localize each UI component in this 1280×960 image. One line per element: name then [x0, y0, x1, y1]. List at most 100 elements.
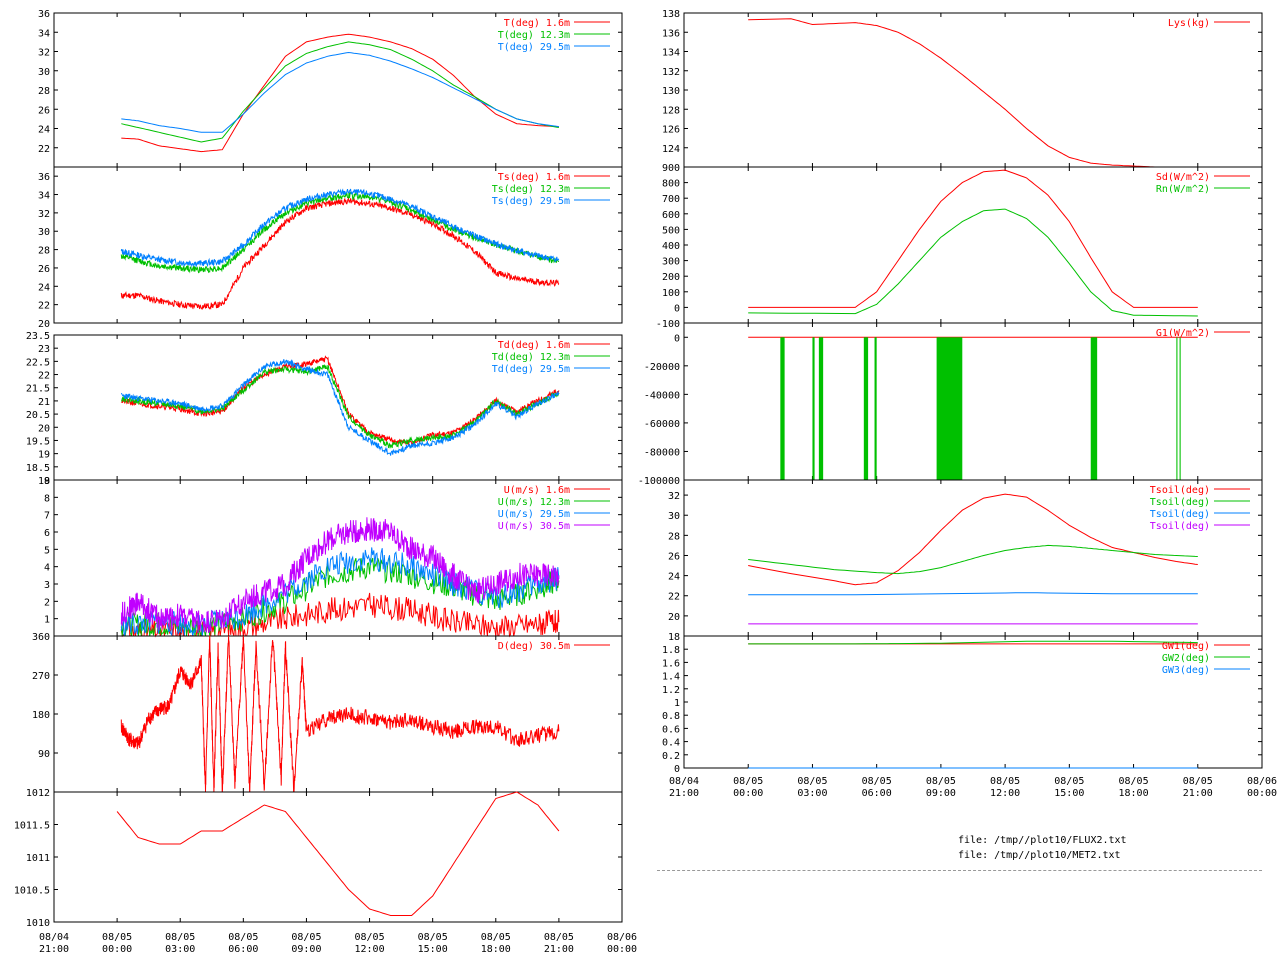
chart-ground-water: 0 0.2 0.4 0.6 0.8 1 1.2 1.4 1.6 1.8 GW1(deg)GW2(de…	[662, 635, 1263, 775]
y-tick-label: 32	[668, 491, 680, 502]
x-tick-time: 09:00	[926, 788, 956, 799]
y-tick-label: 0.8	[662, 711, 680, 722]
y-tick-label: 132	[662, 67, 680, 78]
x-tick-time: 00:00	[102, 944, 132, 955]
legend-label: U(m/s) 29.5m	[498, 509, 570, 520]
chart-soil-temp: 1820222426283032Tsoil(deg)Tsoil(deg)Tsoi…	[668, 479, 1263, 643]
chart-soil-heat: -100000 -80000 -60000 -40000 -20000 0 G1(W/m^2…	[638, 322, 1263, 487]
y-tick-label: 700	[662, 194, 680, 205]
series-line	[121, 51, 559, 133]
y-tick-label: 0	[674, 333, 680, 344]
y-tick-label: 100	[662, 288, 680, 299]
y-tick-label: 400	[662, 241, 680, 252]
y-tick-label: -100000	[638, 476, 680, 487]
divider	[657, 870, 1262, 871]
y-tick-label: 134	[662, 48, 680, 59]
chart-dew-point: 18 18.5 19 19.5 20 20.5 21 21.5 22 22.5 23 23.5 Td(d…	[26, 331, 623, 487]
x-tick-time: 06:00	[228, 944, 258, 955]
y-tick-label: 300	[662, 257, 680, 268]
y-tick-label: 26	[38, 264, 50, 275]
y-tick-label: 19.5	[26, 436, 50, 447]
legend-label: G1(W/m^2)	[1156, 328, 1210, 339]
y-tick-label: 36	[38, 9, 50, 20]
series-line	[748, 18, 1198, 168]
x-tick-time: 09:00	[291, 944, 321, 955]
y-tick-label: 0.4	[662, 738, 680, 749]
y-tick-label: 270	[32, 671, 50, 682]
x-tick-date: 08/05	[1119, 776, 1149, 787]
legend-label: Tsoil(deg)	[1150, 509, 1210, 520]
chart-rain-gauge: 124 126 128 130 132 134 136 138 Lys(kg)	[662, 9, 1263, 168]
y-tick-label: 6	[44, 528, 50, 539]
x-tick-date: 08/05	[355, 932, 385, 943]
y-tick-label: -100	[656, 319, 680, 330]
x-tick-time: 00:00	[1247, 788, 1277, 799]
y-tick-label: 1.2	[662, 685, 680, 696]
y-tick-label: 1.6	[662, 658, 680, 669]
y-tick-label: 0.6	[662, 724, 680, 735]
x-tick-date: 08/05	[165, 932, 195, 943]
y-tick-label: 126	[662, 125, 680, 136]
y-tick-label: 22	[38, 144, 50, 155]
y-tick-label: 0.2	[662, 751, 680, 762]
legend-label: Rn(W/m^2)	[1156, 184, 1210, 195]
y-tick-label: 90	[38, 749, 50, 760]
legend-label: T(deg) 1.6m	[504, 18, 570, 29]
series-line	[748, 544, 1198, 575]
series-line	[748, 640, 1198, 645]
series-line	[748, 592, 1198, 596]
x-tick-date: 08/05	[102, 932, 132, 943]
y-tick-label: 1	[44, 615, 50, 626]
legend-label: Ts(deg) 29.5m	[492, 196, 570, 207]
legend-label: Tsoil(deg)	[1150, 497, 1210, 508]
legend-label: Tsoil(deg)	[1150, 521, 1210, 532]
plot-frame	[683, 322, 1263, 481]
plot-frame	[53, 791, 623, 923]
x-tick-date: 08/05	[481, 932, 511, 943]
chart-air-temp: 22 24 26 28 30 32 34 36 T(deg) 1.6mT(deg) 12.3mT…	[38, 9, 623, 168]
y-tick-label: 600	[662, 210, 680, 221]
y-tick-label: 24	[38, 125, 50, 136]
y-tick-label: 24	[668, 572, 680, 583]
y-tick-label: 1	[674, 698, 680, 709]
legend-label: Ts(deg) 1.6m	[498, 172, 570, 183]
x-tick-time: 18:00	[481, 944, 511, 955]
footer-file1: file: /tmp//plot10/FLUX2.txt	[958, 835, 1127, 846]
y-tick-label: 124	[662, 144, 680, 155]
y-tick-label: 800	[662, 179, 680, 190]
series-bar	[1179, 337, 1181, 480]
series-line	[121, 33, 559, 153]
plot-frame	[683, 12, 1263, 168]
y-tick-label: 900	[662, 163, 680, 174]
x-tick-time: 00:00	[607, 944, 637, 955]
y-tick-label: 4	[44, 563, 50, 574]
chart-pressure: 1010 1010.5 1011 1011.5 1012	[14, 788, 623, 929]
y-tick-label: 360	[32, 632, 50, 643]
y-tick-label: 20	[38, 319, 50, 330]
series-line	[120, 517, 560, 634]
y-tick-label: 2	[44, 597, 50, 608]
series-line	[120, 188, 560, 268]
series-line	[120, 547, 560, 637]
series-line	[120, 359, 560, 456]
y-tick-label: 21	[38, 397, 50, 408]
y-tick-label: 1.4	[662, 672, 680, 683]
y-tick-label: 30	[668, 511, 680, 522]
x-tick-time: 03:00	[165, 944, 195, 955]
legend-label: Td(deg) 1.6m	[498, 340, 570, 351]
y-tick-label: 22.5	[26, 357, 50, 368]
y-tick-label: 0	[674, 303, 680, 314]
y-tick-label: 34	[38, 28, 50, 39]
x-tick-time: 21:00	[1183, 788, 1213, 799]
x-tick-time: 21:00	[39, 944, 69, 955]
x-tick-time: 21:00	[544, 944, 574, 955]
footer-file2: file: /tmp//plot10/MET2.txt	[958, 850, 1121, 861]
legend-label: U(m/s) 30.5m	[498, 521, 570, 532]
y-tick-label: 32	[38, 48, 50, 59]
y-tick-label: 5	[44, 545, 50, 556]
legend-label: Sd(W/m^2)	[1156, 172, 1210, 183]
y-tick-label: 1010	[26, 918, 50, 929]
y-tick-label: 7	[44, 511, 50, 522]
